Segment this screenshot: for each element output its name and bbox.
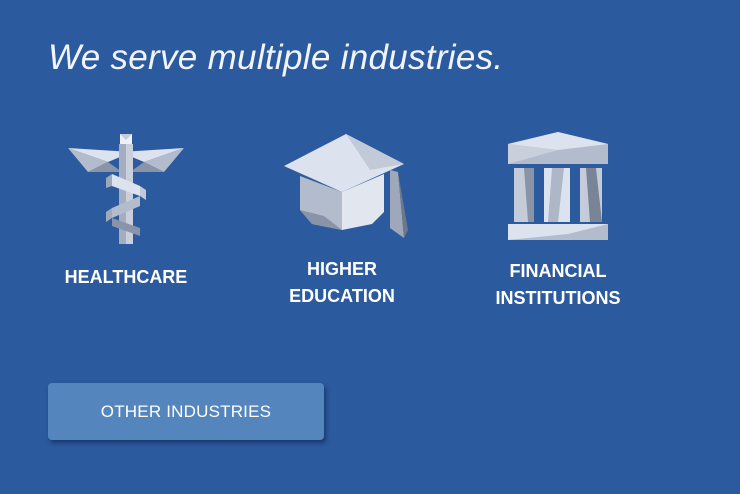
industry-healthcare[interactable]: HEALTHCARE <box>26 130 226 291</box>
caduceus-icon <box>68 134 184 244</box>
page-headline: We serve multiple industries. <box>48 38 504 77</box>
industry-label-healthcare: HEALTHCARE <box>64 267 188 287</box>
other-industries-button[interactable]: OTHER INDUSTRIES <box>48 383 324 440</box>
bank-icon <box>508 132 608 240</box>
industry-label-financial-institutions: FINANCIAL INSTITUTIONS <box>495 261 621 308</box>
industry-financial-institutions[interactable]: FINANCIAL INSTITUTIONS <box>458 130 658 312</box>
industry-label-higher-education: HIGHER EDUCATION <box>289 259 395 306</box>
industry-higher-education[interactable]: HIGHER EDUCATION <box>242 130 442 310</box>
graduation-cap-icon <box>284 134 408 238</box>
